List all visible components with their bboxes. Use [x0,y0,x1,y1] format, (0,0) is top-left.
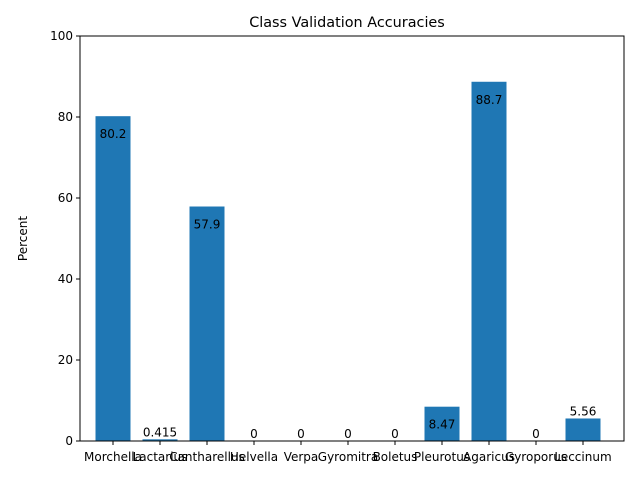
chart-title: Class Validation Accuracies [249,15,445,31]
plot-frame [79,35,625,442]
data-label: 0 [391,427,399,441]
bar-lactarius [142,439,178,441]
y-tick-label: 40 [58,272,73,286]
data-label: 5.56 [570,404,597,418]
data-label: 0 [250,427,258,441]
data-labels: 80.2 0.415 57.9 0 0 0 0 8.47 88.7 0 5.56 [100,93,597,441]
data-label: 0 [344,427,352,441]
data-label: 8.47 [429,418,456,432]
x-tick-label: Cantharellus [169,450,245,464]
y-tick-label: 100 [50,29,73,43]
data-label: 80.2 [100,127,127,141]
x-tick-label: Agaricus [463,450,515,464]
y-axis: 0 20 40 60 80 100 [50,29,80,448]
data-label: 0 [297,427,305,441]
data-label: 57.9 [194,218,221,232]
x-tick-label: Gyromitra [318,450,378,464]
bar-leccinum [565,418,601,441]
x-tick-label: Pleurotus [414,450,470,464]
y-tick-label: 60 [58,191,73,205]
x-tick-label: Morchella [84,450,142,464]
data-label: 88.7 [476,93,503,107]
bars [95,81,601,441]
x-tick-label: Helvella [230,450,278,464]
y-axis-label: Percent [16,216,30,261]
y-tick-label: 0 [65,434,73,448]
bar-agaricus [471,81,507,441]
y-tick-label: 20 [58,353,73,367]
x-tick-label: Verpa [284,450,319,464]
bar-cantharellus [189,206,225,441]
x-tick-label: Lactarius [133,450,188,464]
bar-morchella [95,116,131,441]
x-tick-label: Boletus [373,450,418,464]
x-tick-label: Gyroporus [505,450,567,464]
data-label: 0.415 [143,425,177,439]
data-label: 0 [532,427,540,441]
y-tick-label: 80 [58,110,73,124]
x-tick-label: Leccinum [554,450,611,464]
bar-pleurotus [424,406,460,441]
